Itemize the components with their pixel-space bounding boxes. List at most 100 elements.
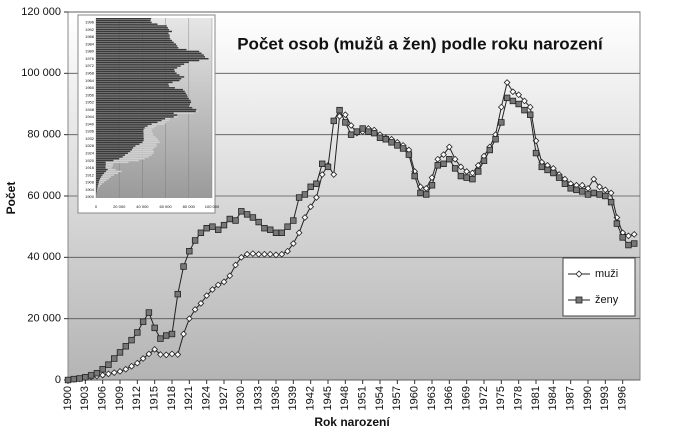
inset-bar <box>96 132 144 134</box>
marker <box>284 223 291 230</box>
marker <box>203 224 210 232</box>
marker <box>272 229 280 236</box>
inset-bar <box>96 170 106 173</box>
inset-bar <box>96 176 112 178</box>
marker <box>480 157 488 164</box>
marker <box>498 119 505 126</box>
marker <box>99 371 107 379</box>
inset-y-tick-label: 1948 <box>85 107 95 112</box>
inset-bar <box>96 121 158 124</box>
inset-bar <box>96 58 209 60</box>
inset-y-tick-label: 1916 <box>85 165 95 170</box>
marker <box>232 217 239 224</box>
marker <box>446 155 453 163</box>
inset-y-tick-label: 1900 <box>85 194 95 199</box>
marker <box>486 146 493 154</box>
marker <box>457 172 465 180</box>
marker <box>145 350 153 358</box>
marker <box>99 366 106 373</box>
marker <box>278 250 286 258</box>
inset-x-tick-label: 80 000 <box>183 204 196 209</box>
marker <box>625 241 632 249</box>
inset-bar <box>96 125 148 127</box>
inset-bar <box>96 154 125 156</box>
inset-y-tick-label: 1924 <box>85 151 95 156</box>
marker <box>220 278 228 286</box>
marker <box>261 250 268 258</box>
marker <box>151 345 159 353</box>
marker <box>463 174 470 181</box>
marker <box>457 163 465 171</box>
inset-bar <box>96 181 99 184</box>
marker <box>266 250 274 258</box>
x-tick-label: 1927 <box>218 386 230 410</box>
inset-bar <box>96 112 174 114</box>
legend-label: muži <box>595 268 618 280</box>
inset-y-tick-label: 1992 <box>85 27 95 32</box>
y-tick-label: 80 000 <box>27 129 61 141</box>
marker <box>590 189 597 197</box>
marker <box>128 336 135 344</box>
inset-y-tick-label: 1984 <box>85 41 95 46</box>
inset-x-tick-label: 0 <box>95 204 98 209</box>
inset-bar <box>96 161 129 164</box>
inset-bar <box>96 183 102 185</box>
x-tick-label: 1906 <box>97 386 109 410</box>
inset-bar <box>96 41 174 44</box>
marker <box>526 103 534 111</box>
inset-bar <box>96 181 105 184</box>
marker <box>613 220 621 227</box>
inset-x-tick-label: 60 000 <box>159 204 172 209</box>
marker <box>625 232 632 240</box>
marker <box>272 251 280 259</box>
marker <box>371 129 378 137</box>
marker <box>197 229 205 236</box>
marker <box>220 221 228 229</box>
marker <box>428 182 436 189</box>
marker <box>405 151 413 158</box>
inset-y-tick-label: 1964 <box>85 78 95 83</box>
marker <box>567 185 574 192</box>
legend-label: ženy <box>595 294 619 306</box>
marker <box>226 272 234 280</box>
inset-bar <box>96 159 114 162</box>
marker <box>575 296 583 304</box>
marker <box>191 237 199 244</box>
marker <box>440 160 447 167</box>
marker <box>313 194 320 201</box>
inset-bar <box>96 156 123 158</box>
marker <box>191 306 199 313</box>
inset-bar <box>96 159 139 162</box>
legend-box <box>562 257 636 317</box>
inset-bar <box>96 99 191 102</box>
marker <box>186 247 193 255</box>
marker <box>116 368 124 375</box>
inset-y-tick-label: 1944 <box>85 114 95 119</box>
x-tick-label: 1993 <box>599 386 611 410</box>
marker <box>607 189 615 197</box>
marker <box>243 211 251 218</box>
marker <box>469 175 476 183</box>
x-axis-label: Rok narození <box>314 415 390 429</box>
inset-bar <box>96 34 170 36</box>
marker <box>434 155 442 163</box>
marker <box>590 175 598 183</box>
inset-y-tick-label: 1932 <box>85 136 95 141</box>
inset-bar <box>96 92 186 94</box>
inset-x-tick-label: 20 000 <box>113 204 126 209</box>
inset-bar <box>96 174 114 176</box>
x-tick-label: 1963 <box>426 386 438 410</box>
marker <box>550 169 557 177</box>
inset-chart: 0 20 000 40 000 60 000 80 000 100 000 1900 1904… <box>85 18 220 209</box>
inset-bar <box>96 118 166 120</box>
marker <box>451 165 459 172</box>
grid: 0 20 000 40 000 60 000 80 000 100 000 120 000 1… <box>21 6 640 410</box>
inset-bar <box>96 172 105 174</box>
inset-bar <box>96 134 144 136</box>
inset-bar <box>96 105 190 107</box>
x-tick-label: 1900 <box>62 386 74 410</box>
marker <box>203 292 211 300</box>
marker <box>163 332 170 339</box>
marker <box>492 136 499 143</box>
inset-y-tick-label: 1952 <box>85 100 95 105</box>
